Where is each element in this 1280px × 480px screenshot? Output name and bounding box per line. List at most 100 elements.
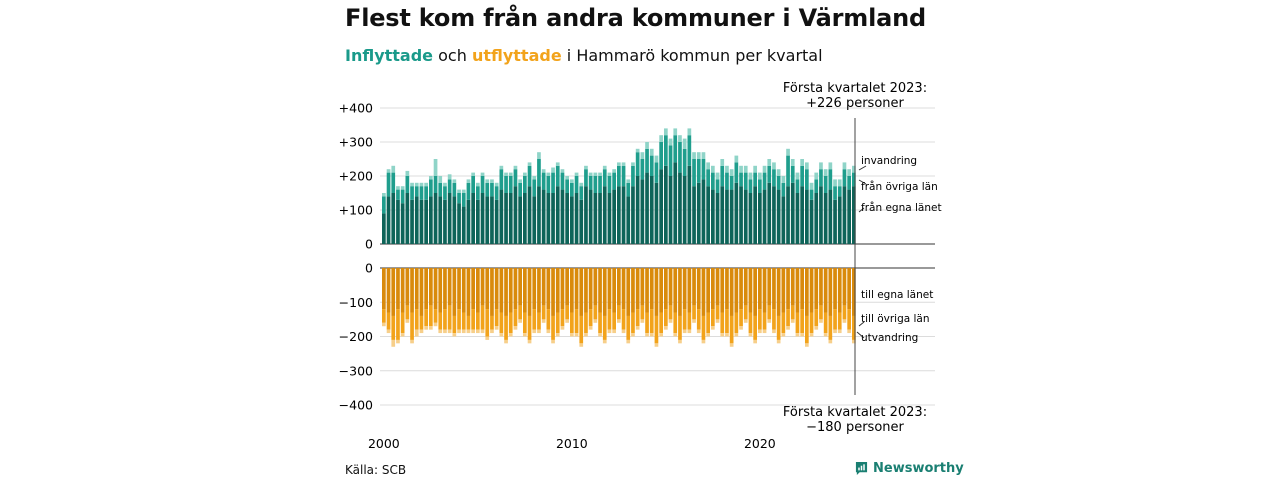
inflow-bar-other-counties — [429, 179, 433, 197]
inflow-bar-immigration — [635, 148, 640, 153]
inflow-bar-other-counties — [494, 186, 499, 200]
inflow-bar-immigration — [823, 169, 828, 176]
outflow-bar-emigration — [429, 326, 433, 330]
outflow-bar-own-county — [400, 268, 405, 313]
inflow-bar-other-counties — [410, 186, 414, 200]
outflow-bar-other-counties — [692, 305, 696, 320]
outflow-bar-own-county — [551, 268, 555, 316]
inflow-bar-immigration — [457, 189, 461, 193]
inflow-bar-immigration — [466, 179, 471, 183]
inflow-bar-own-county — [396, 199, 400, 244]
inflow-bar-other-counties — [814, 179, 819, 193]
inflow-bar-immigration — [809, 182, 814, 190]
inflow-bar-own-county — [678, 172, 682, 244]
inflow-bar-immigration — [429, 176, 433, 180]
outflow-bar-other-counties — [739, 309, 743, 327]
outflow-bar-emigration — [649, 333, 654, 337]
outflow-bar-other-counties — [823, 312, 828, 334]
outflow-bar-emigration — [734, 333, 739, 337]
inflow-bar-own-county — [706, 186, 710, 244]
outflow-bar-other-counties — [457, 309, 461, 330]
inflow-bar-immigration — [696, 152, 701, 159]
inflow-bar-own-county — [617, 186, 621, 244]
inflow-bar-own-county — [682, 176, 687, 244]
outflow-bar-other-counties — [678, 315, 682, 340]
outflow-bar-other-counties — [781, 312, 786, 334]
inflow-bar-immigration — [631, 162, 635, 166]
outflow-bar-other-counties — [537, 312, 541, 330]
outflow-bar-other-counties — [461, 312, 466, 330]
inflow-bar-own-county — [471, 193, 475, 244]
outflow-bar-other-counties — [833, 309, 837, 330]
inflow-bar-other-counties — [574, 176, 579, 193]
outflow-bar-own-county — [443, 268, 447, 310]
inflow-bar-other-counties — [664, 135, 668, 166]
outflow-bar-other-counties — [649, 309, 654, 334]
outflow-bar-other-counties — [452, 315, 457, 334]
outflow-bar-emigration — [414, 329, 419, 337]
outflow-bar-own-county — [391, 268, 396, 316]
outflow-bar-other-counties — [485, 309, 490, 337]
outflow-bar-other-counties — [518, 305, 522, 320]
outflow-bar-emigration — [781, 333, 786, 337]
inflow-bar-own-county — [720, 186, 725, 244]
inflow-bar-other-counties — [527, 165, 532, 187]
y-tick-label-top: +400 — [339, 101, 373, 116]
inflow-bar-immigration — [447, 174, 452, 180]
outflow-bar-own-county — [461, 268, 466, 313]
outflow-bar-other-counties — [565, 305, 569, 320]
inflow-bar-own-county — [461, 206, 466, 244]
inflow-bar-immigration — [678, 135, 682, 142]
inflow-bar-other-counties — [400, 189, 405, 204]
outflow-bar-emigration — [786, 326, 790, 330]
outflow-bar-own-county — [753, 268, 757, 316]
outflow-bar-emigration — [776, 339, 781, 344]
inflow-bar-other-counties — [621, 165, 626, 187]
inflow-bar-other-counties — [537, 159, 541, 187]
inflow-bar-immigration — [396, 186, 400, 190]
outflow-bar-other-counties — [513, 309, 518, 327]
inflow-bar-other-counties — [758, 179, 762, 193]
inflow-bar-other-counties — [734, 162, 739, 183]
outflow-bar-other-counties — [654, 315, 659, 344]
outflow-bar-other-counties — [593, 305, 598, 320]
outflow-bar-own-county — [687, 268, 692, 313]
inflow-bar-immigration — [579, 182, 584, 187]
inflow-bar-other-counties — [748, 179, 753, 193]
outflow-bar-emigration — [772, 329, 776, 334]
inflow-bar-own-county — [584, 186, 588, 244]
inflow-bar-own-county — [729, 189, 734, 244]
outflow-bar-emigration — [729, 343, 734, 347]
outflow-bar-emigration — [466, 329, 471, 334]
inflow-bar-immigration — [527, 162, 532, 166]
inflow-bar-own-county — [443, 199, 447, 244]
outflow-bar-own-county — [748, 268, 753, 313]
inflow-bar-other-counties — [715, 179, 720, 193]
inflow-bar-own-county — [626, 196, 631, 244]
outflow-bar-other-counties — [621, 309, 626, 330]
subtitle-and: och — [438, 46, 467, 65]
outflow-bar-other-counties — [729, 315, 734, 344]
inflow-bar-other-counties — [476, 186, 480, 200]
outflow-bar-other-counties — [607, 309, 612, 330]
outflow-bar-other-counties — [617, 305, 621, 320]
outflow-bar-emigration — [645, 333, 649, 337]
outflow-bar-other-counties — [438, 312, 443, 330]
inflow-bar-own-county — [612, 189, 616, 244]
outflow-bar-other-counties — [626, 315, 631, 340]
outflow-bar-emigration — [527, 339, 532, 344]
inflow-bar-immigration — [725, 165, 729, 173]
inflow-bar-immigration — [513, 165, 518, 170]
outflow-bar-other-counties — [560, 309, 565, 327]
inflow-bar-other-counties — [645, 148, 649, 173]
inflow-bar-other-counties — [504, 176, 508, 193]
outflow-bar-other-counties — [382, 309, 386, 323]
inflow-bar-own-county — [499, 189, 504, 244]
inflow-bar-immigration — [551, 167, 555, 173]
outflow-bar-own-county — [715, 268, 720, 306]
inflow-bar-immigration — [626, 179, 631, 183]
outflow-bar-own-county — [819, 268, 823, 306]
outflow-bar-emigration — [711, 326, 715, 330]
outflow-bar-emigration — [833, 329, 837, 334]
inflow-bar-immigration — [701, 152, 706, 159]
